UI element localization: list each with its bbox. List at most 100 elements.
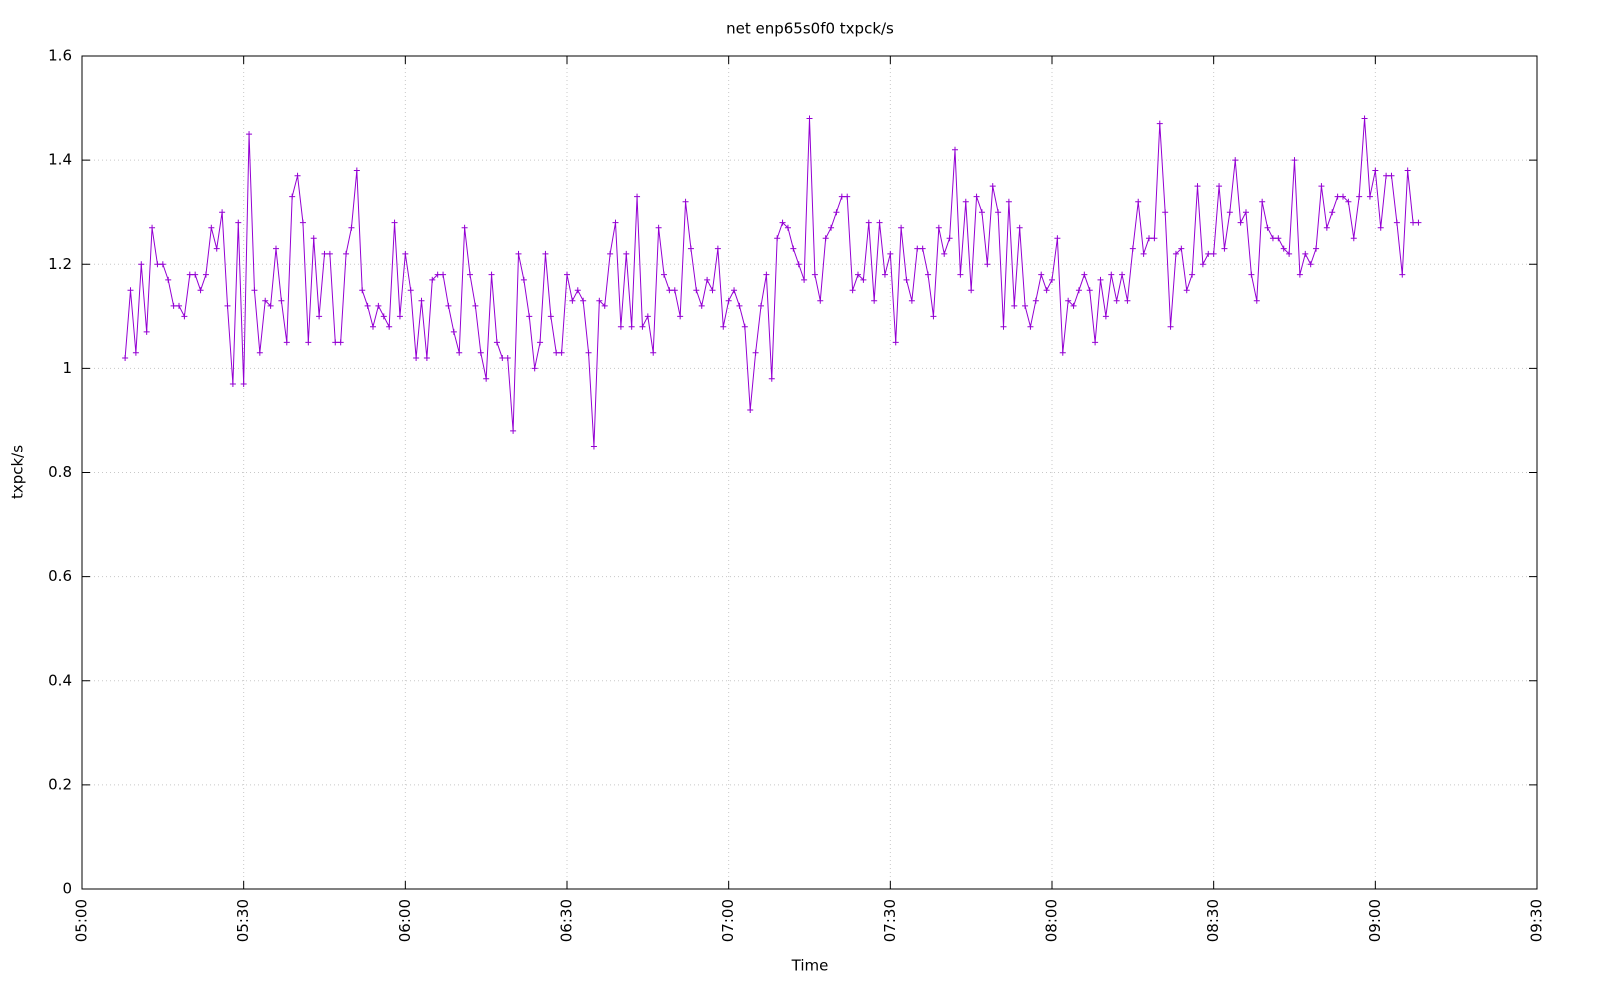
data-point xyxy=(741,323,748,330)
data-point xyxy=(1307,261,1314,268)
x-tick-label: 05:30 xyxy=(234,899,252,942)
data-point xyxy=(445,302,452,309)
data-point xyxy=(1318,183,1325,190)
data-point xyxy=(784,224,791,231)
data-point xyxy=(337,339,344,346)
x-tick-label: 06:30 xyxy=(558,899,576,942)
data-point xyxy=(989,183,996,190)
data-point xyxy=(725,297,732,304)
x-tick-label: 06:00 xyxy=(396,899,414,942)
data-point xyxy=(590,443,597,450)
data-point xyxy=(499,354,506,361)
data-point xyxy=(650,349,657,356)
data-point xyxy=(682,198,689,205)
data-point xyxy=(1329,209,1336,216)
data-point xyxy=(768,375,775,382)
data-point xyxy=(1323,224,1330,231)
x-tick-label: 08:00 xyxy=(1043,899,1061,942)
data-point xyxy=(558,349,565,356)
data-point xyxy=(256,349,263,356)
data-point xyxy=(364,302,371,309)
data-point xyxy=(348,224,355,231)
data-point xyxy=(176,302,182,309)
x-tick-label: 07:30 xyxy=(881,899,899,942)
data-point xyxy=(1075,287,1082,294)
data-point xyxy=(752,349,759,356)
data-point xyxy=(413,354,420,361)
data-point xyxy=(289,193,296,200)
data-point xyxy=(1194,183,1201,190)
data-point xyxy=(1102,313,1109,320)
data-point xyxy=(925,271,932,278)
data-point xyxy=(1022,302,1029,309)
data-point xyxy=(1340,193,1346,200)
data-point xyxy=(316,313,323,320)
data-point xyxy=(1286,250,1293,257)
data-point xyxy=(1065,297,1072,304)
data-point xyxy=(219,209,226,216)
data-point xyxy=(731,287,738,294)
data-point xyxy=(838,193,845,200)
data-point xyxy=(580,297,587,304)
y-tick-label: 0 xyxy=(62,880,72,898)
data-point xyxy=(386,323,393,330)
data-point xyxy=(375,302,382,309)
data-point xyxy=(898,224,905,231)
x-tick-label: 07:00 xyxy=(719,899,737,942)
data-point xyxy=(704,276,711,283)
data-point xyxy=(569,297,576,304)
data-point xyxy=(1221,245,1228,252)
data-point xyxy=(946,235,953,242)
data-point xyxy=(574,287,581,294)
data-point xyxy=(477,349,484,356)
x-tick-label: 05:00 xyxy=(73,899,91,942)
data-point xyxy=(871,297,878,304)
data-point xyxy=(1140,250,1147,257)
data-point xyxy=(774,235,781,242)
data-point xyxy=(407,287,414,294)
y-tick-label: 0.6 xyxy=(48,567,72,585)
data-line xyxy=(124,118,1419,447)
data-point xyxy=(1000,323,1007,330)
data-point xyxy=(262,297,269,304)
data-point xyxy=(1205,250,1212,257)
data-point xyxy=(526,313,533,320)
data-point xyxy=(1178,245,1185,252)
data-point xyxy=(1038,271,1045,278)
data-point xyxy=(1216,183,1223,190)
data-point xyxy=(402,250,409,257)
y-tick-label: 1.4 xyxy=(48,151,72,169)
data-point xyxy=(1135,198,1142,205)
data-point xyxy=(1011,302,1018,309)
data-point xyxy=(1334,193,1341,200)
data-point xyxy=(903,276,910,283)
data-point xyxy=(811,271,818,278)
data-point xyxy=(1226,209,1233,216)
data-point xyxy=(693,287,700,294)
data-point xyxy=(1291,157,1298,164)
x-axis-label: Time xyxy=(791,957,829,975)
data-point xyxy=(984,261,991,268)
data-point xyxy=(671,287,678,294)
data-point xyxy=(865,219,872,226)
data-point xyxy=(1199,261,1206,268)
data-point xyxy=(159,261,166,268)
data-point xyxy=(510,427,517,434)
data-point xyxy=(396,313,403,320)
data-point xyxy=(661,271,667,278)
data-point xyxy=(914,245,921,252)
data-point xyxy=(1388,172,1395,179)
data-point xyxy=(601,302,608,309)
data-point xyxy=(1092,339,1099,346)
y-tick-label: 1.6 xyxy=(48,47,72,65)
data-point xyxy=(461,224,468,231)
data-point xyxy=(353,167,360,174)
data-point xyxy=(978,209,985,216)
data-point xyxy=(677,313,684,320)
data-point xyxy=(418,297,425,304)
data-point xyxy=(537,339,544,346)
data-point xyxy=(698,302,705,309)
data-point xyxy=(229,380,236,387)
data-point xyxy=(520,276,527,283)
data-point xyxy=(1243,209,1249,216)
